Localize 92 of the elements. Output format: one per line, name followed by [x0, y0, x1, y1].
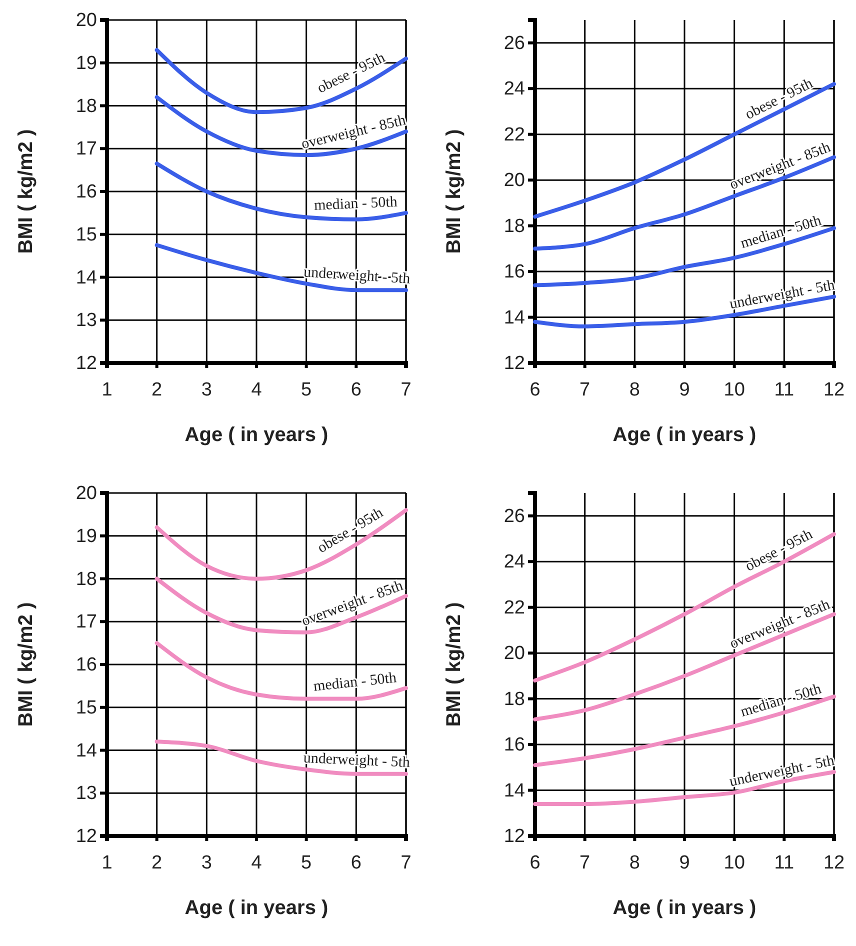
y-tick-label: 24	[504, 78, 526, 100]
y-tick-label: 12	[76, 826, 97, 848]
y-tick-label: 15	[76, 697, 97, 718]
x-tick-label: 1	[102, 379, 112, 400]
y-tick-label: 26	[504, 506, 525, 527]
x-tick-label: 8	[629, 379, 640, 400]
y-tick-label: 20	[504, 643, 525, 664]
line-series	[154, 740, 408, 776]
x-tick-label: 6	[530, 852, 540, 874]
y-tick-label: 13	[76, 783, 97, 804]
line-series	[154, 508, 408, 581]
y-tick-label: 18	[76, 96, 97, 117]
x-tick-label: 9	[679, 379, 690, 400]
x-tick-label: 4	[251, 852, 262, 874]
y-tick-label: 12	[76, 353, 97, 374]
x-tick-label: 9	[679, 852, 690, 874]
x-tick-label: 12	[823, 379, 845, 400]
x-tick-label: 5	[301, 379, 312, 400]
line-series	[154, 95, 408, 158]
y-tick-label: 12	[504, 353, 525, 374]
y-tick-label: 24	[504, 552, 526, 573]
line-series	[154, 243, 408, 292]
line-series	[154, 641, 408, 701]
x-tick-label: 11	[774, 379, 794, 400]
text: obese - 95th	[314, 504, 386, 557]
x-tick-label: 1	[102, 852, 112, 874]
x-tick-label: 5	[301, 852, 312, 874]
y-tick-label: 17	[76, 612, 97, 633]
line-series	[154, 162, 408, 222]
text: median - 50th	[312, 670, 398, 695]
y-axis-title: BMI ( kg/m2 )	[15, 602, 37, 727]
y-tick-label: 14	[504, 780, 526, 802]
text: obese - 95th	[742, 75, 816, 124]
x-tick-label: 10	[724, 379, 745, 400]
y-tick-label: 18	[504, 688, 525, 710]
series-label: underweight - 5th	[303, 750, 411, 772]
y-tick-label: 20	[76, 483, 97, 504]
y-tick-label: 22	[504, 597, 525, 618]
text: median - 50th	[738, 681, 824, 720]
y-tick-label: 13	[76, 310, 97, 332]
y-tick-label: 14	[76, 267, 98, 288]
text: median - 50th	[738, 212, 824, 252]
y-axis-title: BMI ( kg/m2 )	[15, 129, 37, 254]
y-tick-label: 14	[504, 307, 526, 328]
y-tick-label: 22	[504, 124, 525, 146]
line-series	[154, 48, 408, 114]
y-tick-label: 16	[504, 734, 525, 756]
x-tick-label: 6	[350, 379, 362, 400]
y-tick-label: 20	[76, 10, 97, 32]
x-tick-label: 7	[400, 852, 412, 874]
x-tick-label: 11	[774, 852, 794, 874]
text: underweight - 5th	[728, 277, 837, 313]
y-tick-label: 26	[504, 32, 525, 54]
line-series	[533, 532, 836, 683]
y-tick-label: 17	[76, 138, 97, 160]
series-label: median - 50th	[314, 194, 398, 214]
x-tick-label: 2	[152, 379, 162, 400]
x-tick-label: 3	[201, 852, 212, 874]
y-tick-label: 20	[504, 170, 525, 192]
x-axis-title: Age ( in years )	[612, 897, 756, 919]
x-tick-label: 10	[724, 852, 745, 874]
y-axis-title: BMI ( kg/m2 )	[443, 129, 465, 254]
y-tick-label: 16	[76, 654, 97, 676]
x-tick-label: 12	[823, 852, 845, 874]
y-tick-label: 18	[504, 216, 525, 237]
x-axis-title: Age ( in years )	[184, 897, 328, 919]
x-tick-label: 6	[530, 379, 540, 400]
y-tick-label: 16	[76, 182, 97, 203]
text: obese - 95th	[742, 526, 816, 575]
x-tick-label: 7	[580, 379, 590, 400]
y-tick-label: 19	[76, 526, 97, 547]
text: overweight - 85th	[300, 112, 408, 153]
x-axis-title: Age ( in years )	[184, 424, 328, 446]
x-tick-label: 3	[201, 379, 212, 400]
x-tick-label: 7	[580, 852, 590, 874]
text: underweight - 5th	[728, 752, 836, 790]
y-tick-label: 18	[76, 568, 97, 590]
x-tick-label: 8	[629, 852, 640, 874]
line-series	[154, 576, 408, 634]
y-axis-title: BMI ( kg/m2 )	[443, 602, 465, 727]
y-tick-label: 15	[76, 224, 97, 246]
y-tick-label: 12	[504, 826, 525, 848]
y-tick-label: 14	[76, 740, 98, 762]
x-axis-title: Age ( in years )	[612, 424, 756, 446]
y-tick-label: 19	[76, 52, 97, 74]
y-tick-label: 16	[504, 262, 525, 283]
x-tick-label: 2	[152, 852, 162, 874]
text: obese - 95th	[314, 50, 388, 97]
series-label: underweight - 5th	[303, 264, 412, 288]
x-tick-label: 4	[251, 379, 262, 400]
x-tick-label: 6	[350, 852, 362, 874]
x-tick-label: 7	[400, 379, 412, 400]
